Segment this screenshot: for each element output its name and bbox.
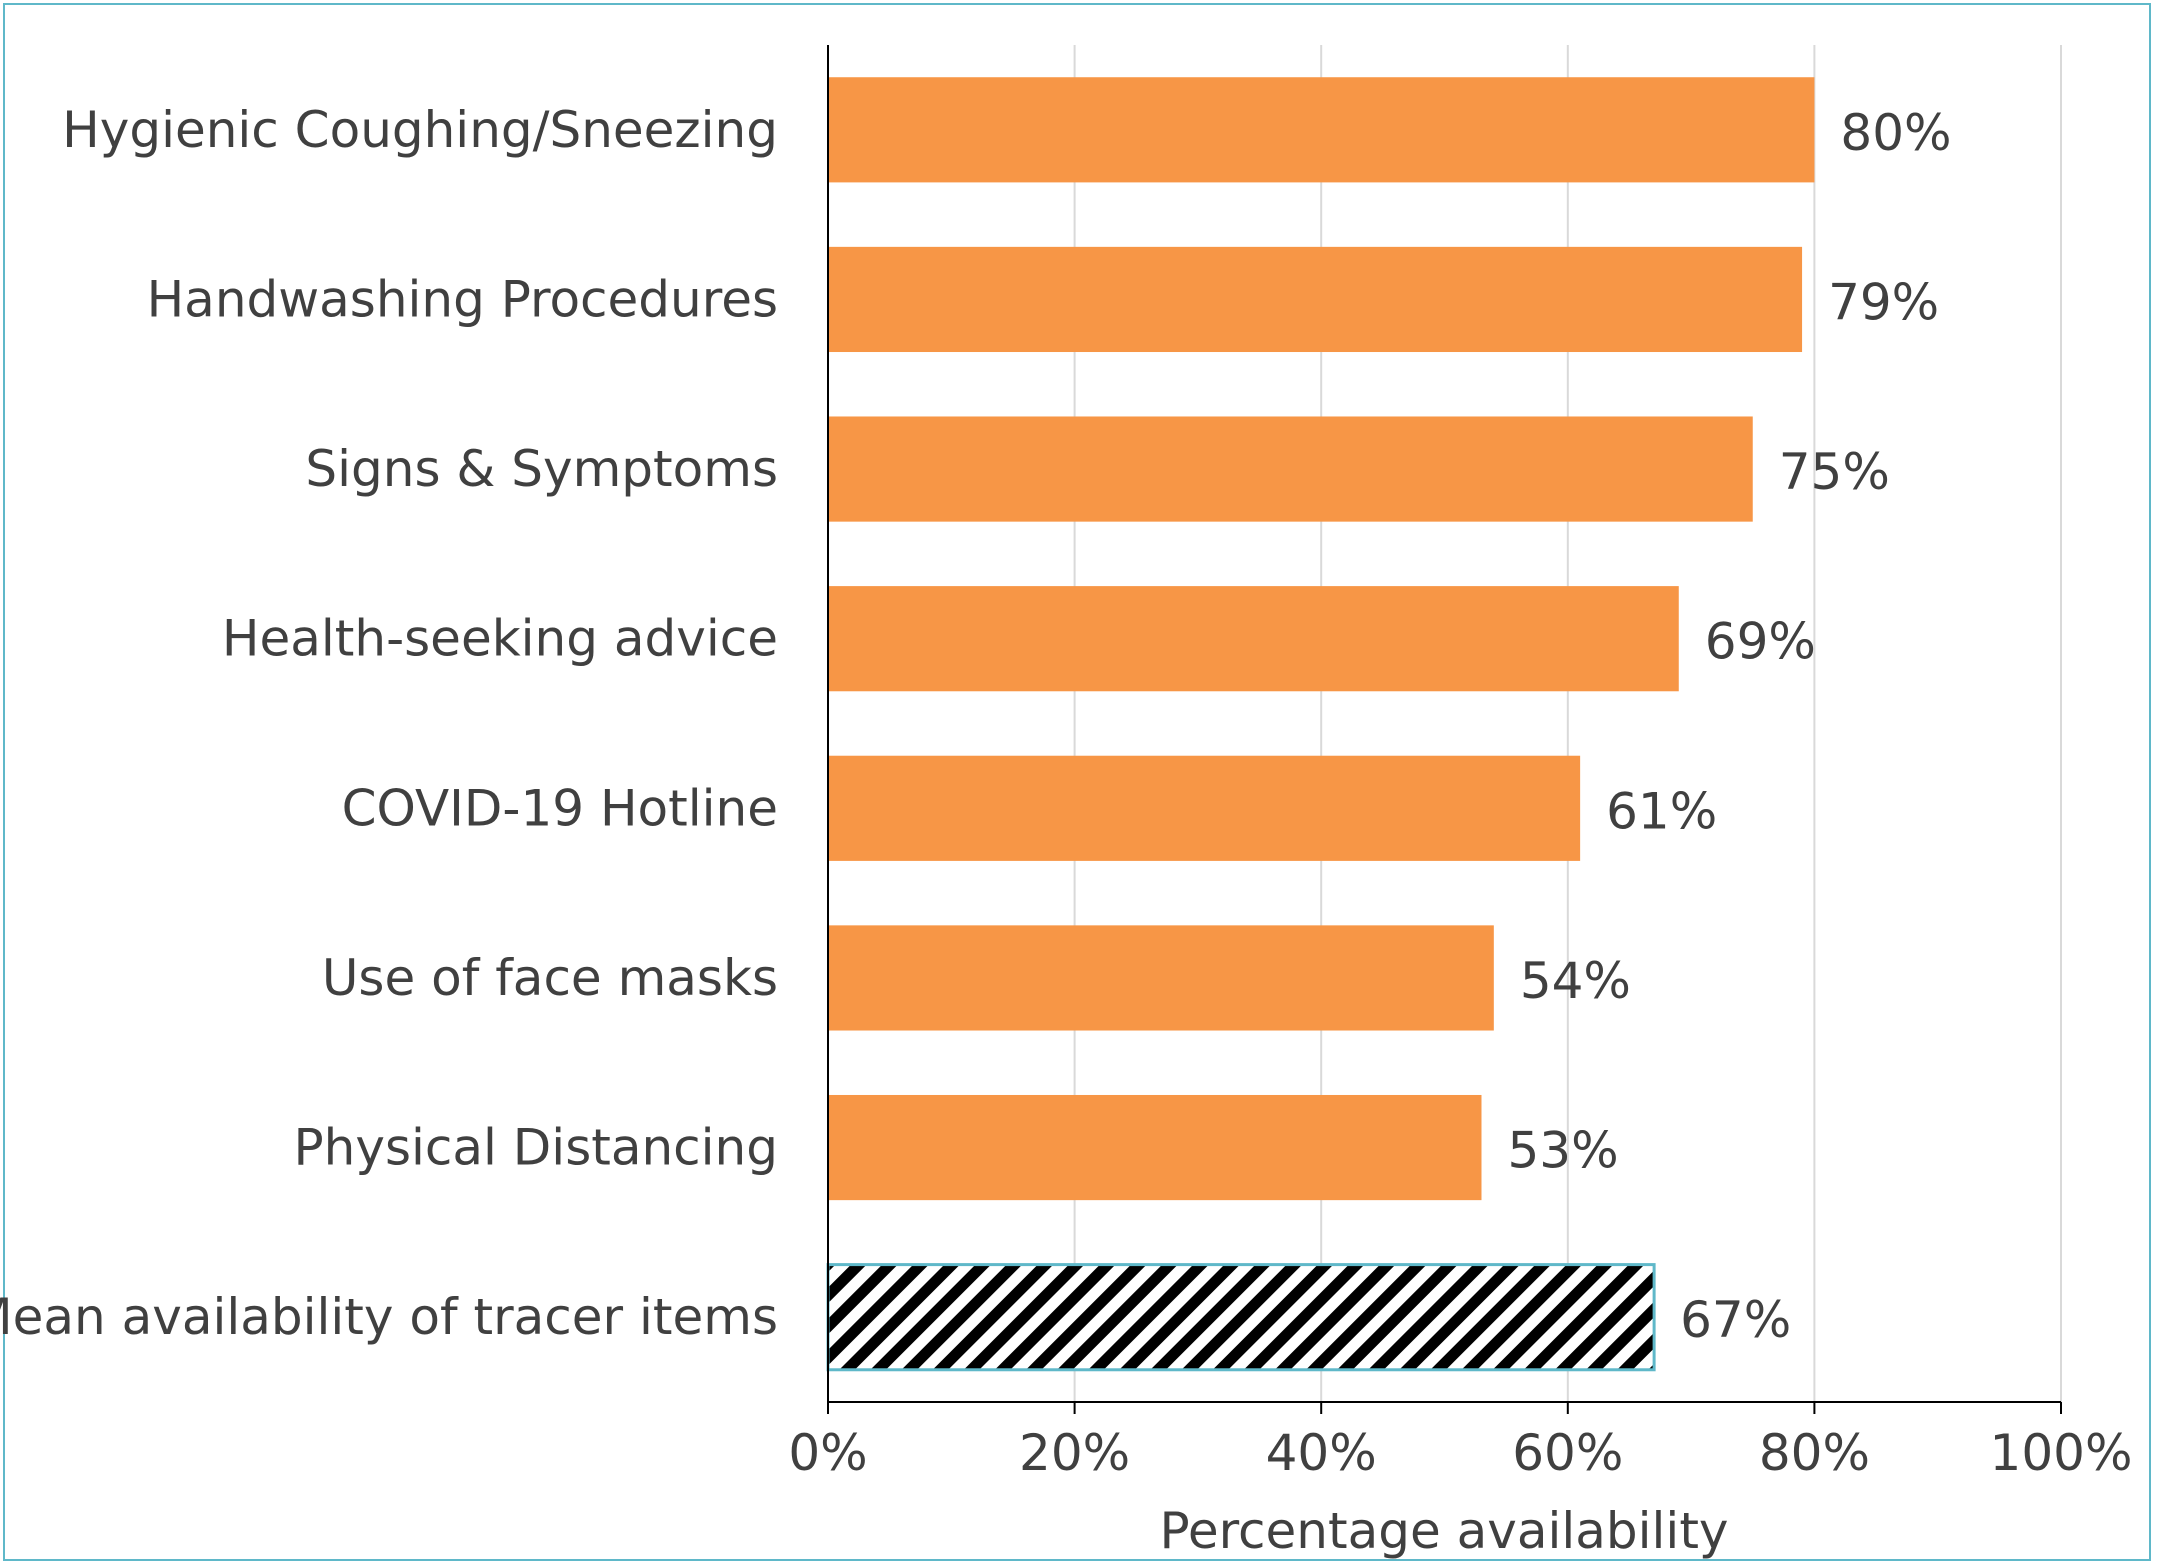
bar xyxy=(828,246,1803,353)
labels: 0% 20% 40% 60% 80% 100% Hygienic Coughing/Snee… xyxy=(0,101,2132,1482)
data-label: 61% xyxy=(1606,782,1717,840)
bar xyxy=(828,586,1679,692)
bar xyxy=(828,77,1815,183)
category-label: COVID-19 Hotline xyxy=(342,779,778,837)
category-label: Signs & Symptoms xyxy=(305,440,778,498)
data-label: 54% xyxy=(1520,952,1631,1010)
x-tick-label: 0% xyxy=(788,1424,867,1482)
x-tick-label: 100% xyxy=(1990,1424,2133,1482)
x-axis-title: Percentage availability xyxy=(1159,1502,1728,1560)
x-tick-label: 80% xyxy=(1759,1424,1870,1482)
bar xyxy=(826,1263,1656,1372)
axes xyxy=(827,45,2062,1414)
data-label: 75% xyxy=(1779,443,1890,501)
data-label: 79% xyxy=(1828,273,1939,331)
data-label: 67% xyxy=(1680,1291,1791,1349)
x-tick-label: 40% xyxy=(1266,1424,1377,1482)
category-label: Mean availability of tracer items xyxy=(0,1288,778,1346)
category-label: Health-seeking advice xyxy=(222,610,778,668)
data-label: 69% xyxy=(1705,613,1816,671)
category-label: Handwashing Procedures xyxy=(147,270,778,328)
category-label: Physical Distancing xyxy=(294,1119,778,1177)
category-label: Use of face masks xyxy=(322,949,778,1007)
bar xyxy=(828,755,1581,861)
x-tick-label: 20% xyxy=(1019,1424,1130,1482)
bars xyxy=(826,77,1815,1372)
category-label: Hygienic Coughing/Sneezing xyxy=(62,101,778,159)
x-tick-label: 60% xyxy=(1512,1424,1623,1482)
data-label: 80% xyxy=(1840,104,1951,162)
chart-frame xyxy=(3,3,2151,1561)
bar xyxy=(828,1094,1482,1201)
data-label: 53% xyxy=(1507,1122,1618,1180)
bar xyxy=(828,416,1753,522)
bar xyxy=(828,925,1494,1031)
